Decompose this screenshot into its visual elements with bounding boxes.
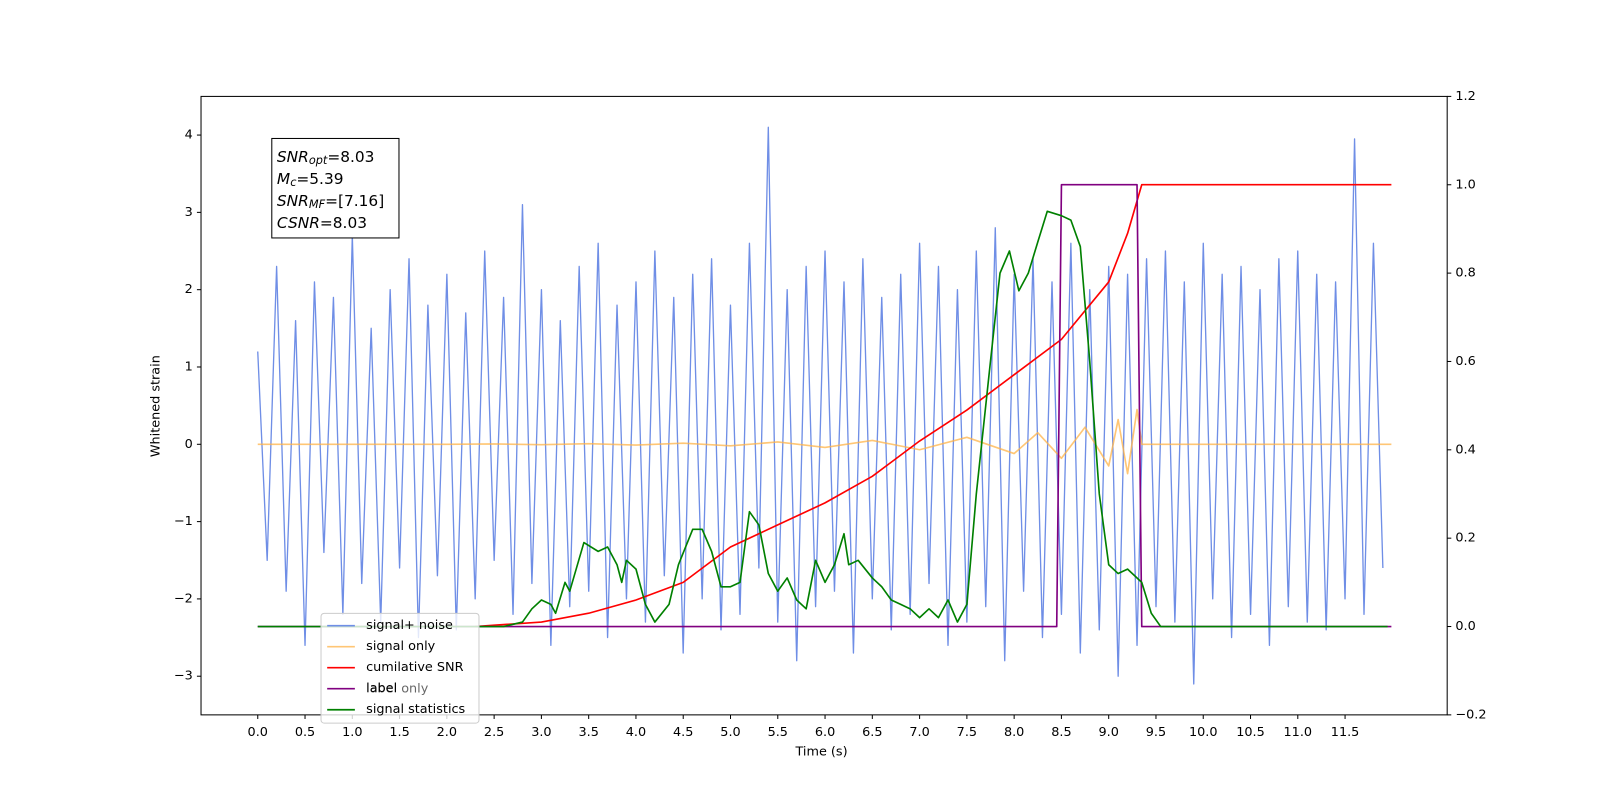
y2-tick-label: 1.2 [1455, 89, 1475, 104]
y-tick-label: 0 [185, 437, 193, 452]
annotation-value: =[7.16] [325, 192, 384, 210]
legend-label: label [366, 681, 397, 696]
annotation-value: =8.03 [320, 214, 367, 232]
x-tick-label: 4.5 [673, 725, 693, 740]
y2-tick-label: 1.0 [1455, 177, 1475, 192]
x-tick-label: 6.0 [815, 725, 835, 740]
x-tick-label: 3.5 [578, 725, 598, 740]
y-tick-label: −3 [174, 669, 193, 684]
legend: label only signal+ noise signal only cumila… [320, 612, 480, 724]
annotation-subscript: c [290, 176, 297, 189]
legend-label: signal statistics [366, 702, 465, 717]
annotation-symbol: M [277, 169, 290, 187]
plot-frame [200, 95, 1448, 716]
annotation-value: =5.39 [296, 169, 343, 187]
annotation-symbol: CSNR [277, 214, 320, 232]
x-tick-label: 5.0 [720, 725, 740, 740]
legend-label: signal only [366, 639, 435, 654]
y-tick-label: 4 [185, 128, 193, 143]
x-tick-label: 7.0 [909, 725, 929, 740]
x-tick-label: 10.5 [1236, 725, 1265, 740]
x-tick-label: 6.5 [862, 725, 882, 740]
y2-tick-label: 0.0 [1455, 619, 1475, 634]
annotation-line: Mc=5.39 [277, 169, 344, 189]
series-line [257, 408, 1392, 475]
legend-label: cumilative SNR [366, 660, 463, 675]
x-tick-label: 11.5 [1331, 725, 1360, 740]
y2-tick-label: −0.2 [1455, 707, 1486, 722]
x-tick-label: 4.0 [626, 725, 646, 740]
y-axis-label: Whitened strain [148, 355, 163, 457]
x-axis-label: Time (s) [794, 744, 847, 759]
annotation-line: SNRMF=[7.16] [277, 192, 384, 212]
series-line [257, 210, 1388, 628]
annotation-subscript: MF [309, 198, 326, 211]
x-tick-label: 2.5 [484, 725, 504, 740]
y-tick-label: −2 [174, 591, 193, 606]
y-tick-label: −1 [174, 514, 193, 529]
x-tick-label: 7.5 [957, 725, 977, 740]
legend-label: signal+ noise [366, 618, 453, 633]
x-tick-label: 3.0 [531, 725, 551, 740]
legend-hidden-label: label only [366, 682, 429, 697]
annotation-box [271, 137, 400, 239]
y2-tick-label: 0.4 [1455, 442, 1475, 457]
y-tick-label: 1 [185, 359, 193, 374]
legend-box [320, 612, 480, 724]
x-tick-label: 1.5 [389, 725, 409, 740]
series-line [475, 183, 1392, 628]
x-tick-label: 8.5 [1051, 725, 1071, 740]
annotation-subscript: opt [309, 154, 328, 167]
x-tick-label: 11.0 [1284, 725, 1313, 740]
y-tick-label: 3 [185, 205, 193, 220]
y-tick-label: 2 [185, 282, 193, 297]
annotation-symbol: SNR [277, 192, 309, 210]
x-tick-label: 10.0 [1189, 725, 1218, 740]
y2-tick-label: 0.8 [1455, 266, 1475, 281]
x-tick-label: 9.0 [1098, 725, 1118, 740]
x-tick-label: 0.5 [295, 725, 315, 740]
x-tick-label: 1.0 [342, 725, 362, 740]
y2-tick-label: 0.6 [1455, 354, 1475, 369]
annotation-line: SNRopt=8.03 [277, 147, 375, 167]
y2-tick-label: 0.2 [1455, 531, 1475, 546]
series-line [257, 126, 1384, 685]
x-tick-label: 5.5 [768, 725, 788, 740]
plot-area [257, 126, 1392, 685]
x-tick-label: 0.0 [248, 725, 268, 740]
annotation-line: CSNR=8.03 [277, 214, 367, 232]
x-tick-label: 9.5 [1146, 725, 1166, 740]
x-tick-label: 2.0 [437, 725, 457, 740]
annotation-value: =8.03 [327, 147, 374, 165]
annotation-symbol: SNR [277, 147, 309, 165]
x-tick-label: 8.0 [1004, 725, 1024, 740]
